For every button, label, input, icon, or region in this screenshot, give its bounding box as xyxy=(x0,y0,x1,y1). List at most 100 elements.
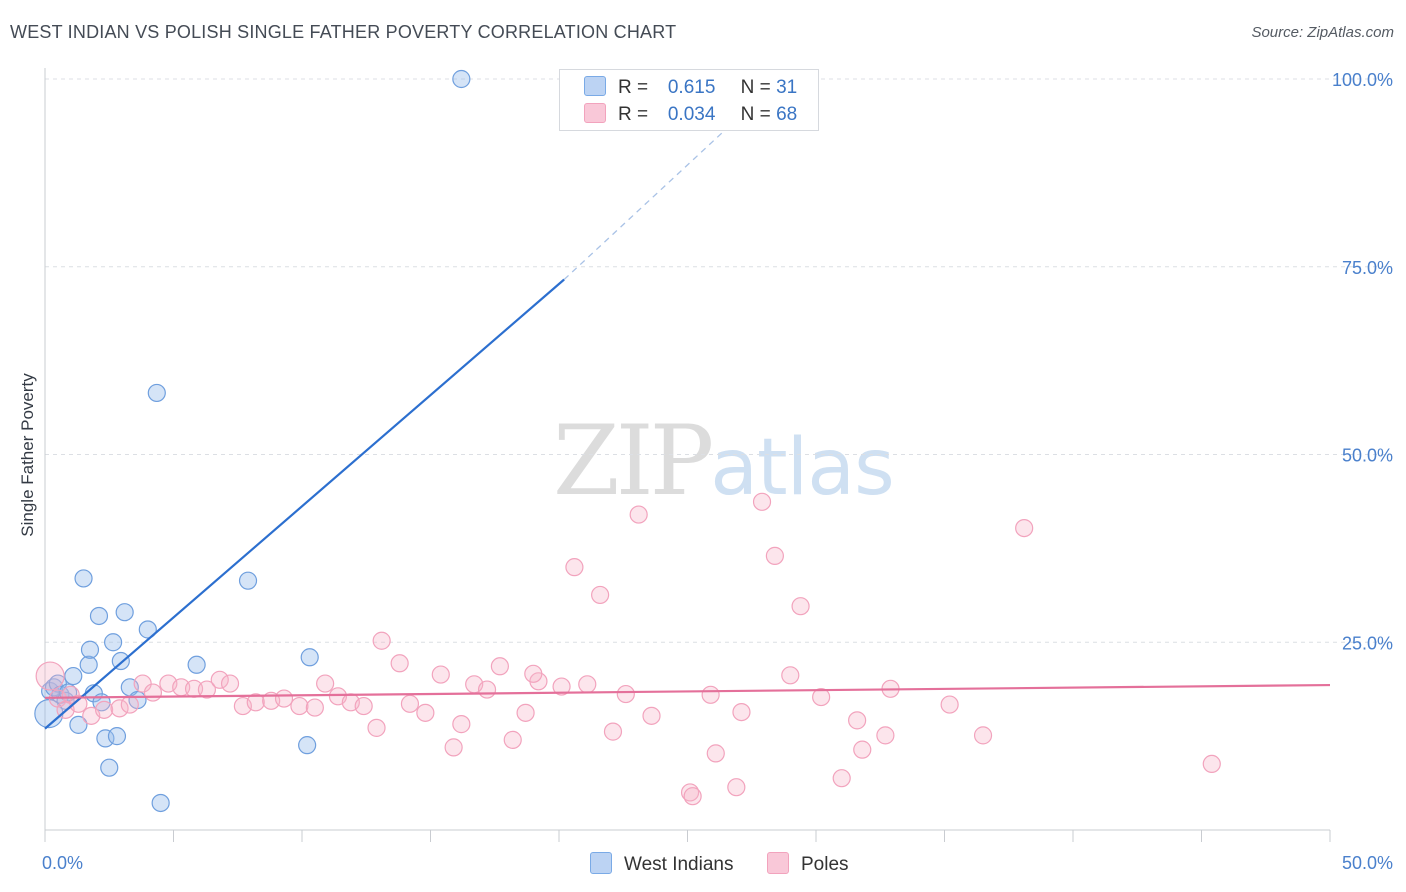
west-indians-point xyxy=(79,655,98,674)
series-legend: West Indians Poles xyxy=(0,852,1406,878)
poles-point xyxy=(848,711,867,730)
poles-point xyxy=(316,674,335,693)
gridlines xyxy=(45,78,1392,643)
poles-point xyxy=(706,744,725,763)
y-tick-label: 25.0% xyxy=(1342,633,1393,653)
series-legend-poles: Poles xyxy=(767,852,849,876)
watermark-zip: ZIP xyxy=(553,405,714,517)
poles-point xyxy=(516,703,535,722)
legend-n-value-west-indians: 31 xyxy=(776,77,798,98)
poles-point xyxy=(490,657,509,676)
west-indians-point xyxy=(48,674,67,693)
axes xyxy=(44,68,1331,842)
poles-point xyxy=(683,787,702,806)
west-indians-point xyxy=(104,633,123,652)
series-legend-west-indians: West Indians xyxy=(590,852,733,876)
poles-point xyxy=(853,740,872,759)
poles-point xyxy=(477,680,497,699)
poles-point xyxy=(372,631,391,650)
west-indians-point xyxy=(300,648,319,667)
poles-point xyxy=(290,696,309,716)
west-indians-point xyxy=(107,727,127,746)
poles-point xyxy=(732,702,751,722)
poles-point xyxy=(616,684,635,704)
chart-title: WEST INDIAN VS POLISH SINGLE FATHER POVE… xyxy=(10,22,677,42)
poles-point xyxy=(452,715,471,734)
poles-point xyxy=(416,703,435,722)
legend-n-value-poles: 68 xyxy=(776,104,798,125)
poles-point xyxy=(400,694,420,713)
west-indians-point xyxy=(115,603,134,622)
poles-point xyxy=(642,706,661,725)
poles-point xyxy=(133,674,152,693)
x-tick-label: 0.0% xyxy=(42,853,83,873)
poles-point xyxy=(701,685,720,704)
poles-point xyxy=(69,694,88,713)
west-indians-point xyxy=(151,793,170,813)
watermark-atlas: atlas xyxy=(710,423,894,513)
poles-point xyxy=(246,693,265,712)
poles-point xyxy=(603,722,623,741)
legend-n-label: N = xyxy=(740,104,771,125)
poles-point xyxy=(95,700,114,719)
poles-point xyxy=(431,665,450,684)
west-indians-point xyxy=(69,715,88,734)
poles-point xyxy=(876,726,895,745)
poles-points xyxy=(35,492,1221,806)
trend-lines xyxy=(44,104,1331,730)
poles-point xyxy=(578,675,597,694)
west-indians-point xyxy=(187,655,206,674)
west-indians-trend-line xyxy=(44,278,565,730)
west-indians-swatch xyxy=(584,76,606,96)
legend-row-poles: R = 0.034 N = 68 xyxy=(584,103,797,126)
poles-point xyxy=(143,683,163,702)
poles-point xyxy=(390,654,409,673)
poles-point xyxy=(752,492,772,511)
poles-point xyxy=(197,680,217,699)
west-indians-point xyxy=(80,640,100,659)
y-tick-label: 75.0% xyxy=(1342,258,1393,278)
poles-point xyxy=(812,687,831,707)
poles-point xyxy=(765,546,784,565)
poles-point xyxy=(1015,518,1034,538)
poles-point xyxy=(781,666,800,685)
legend-n-label: N = xyxy=(740,77,771,98)
x-tick-label: 50.0% xyxy=(1342,853,1393,873)
poles-point xyxy=(973,726,993,745)
poles-point xyxy=(629,505,648,524)
poles-point xyxy=(444,738,463,757)
poles-point xyxy=(727,778,746,797)
poles-point xyxy=(940,695,959,714)
legend-r-label: R = xyxy=(618,77,649,98)
west-indians-point xyxy=(100,758,119,777)
west-indians-trend-extension xyxy=(563,104,753,280)
legend-r-value-poles: 0.034 xyxy=(667,104,716,125)
west-indians-point xyxy=(147,383,166,403)
west-indians-point xyxy=(89,606,109,626)
poles-swatch xyxy=(767,852,789,874)
poles-point xyxy=(274,689,294,708)
west-indians-point xyxy=(238,571,258,590)
source-label: Source: ZipAtlas.com xyxy=(1251,24,1394,41)
poles-point xyxy=(503,730,522,749)
series-legend-label: West Indians xyxy=(624,854,734,875)
west-indians-point xyxy=(138,620,157,639)
poles-point xyxy=(1202,754,1221,774)
legend-r-label: R = xyxy=(618,104,649,125)
poles-point xyxy=(791,597,810,616)
west-indians-swatch xyxy=(590,852,612,874)
y-tick-label: 100.0% xyxy=(1332,70,1393,90)
west-indians-point xyxy=(64,666,83,686)
legend-row-west-indians: R = 0.615 N = 31 xyxy=(584,76,797,99)
poles-point xyxy=(35,661,65,691)
poles-point xyxy=(591,585,610,605)
poles-point xyxy=(832,769,851,788)
poles-point xyxy=(367,718,386,737)
west-indians-point xyxy=(298,736,317,755)
poles-point xyxy=(110,699,129,718)
poles-swatch xyxy=(584,103,606,123)
poles-point xyxy=(565,558,584,577)
west-indians-point xyxy=(452,69,471,89)
west-indians-point xyxy=(96,729,115,748)
